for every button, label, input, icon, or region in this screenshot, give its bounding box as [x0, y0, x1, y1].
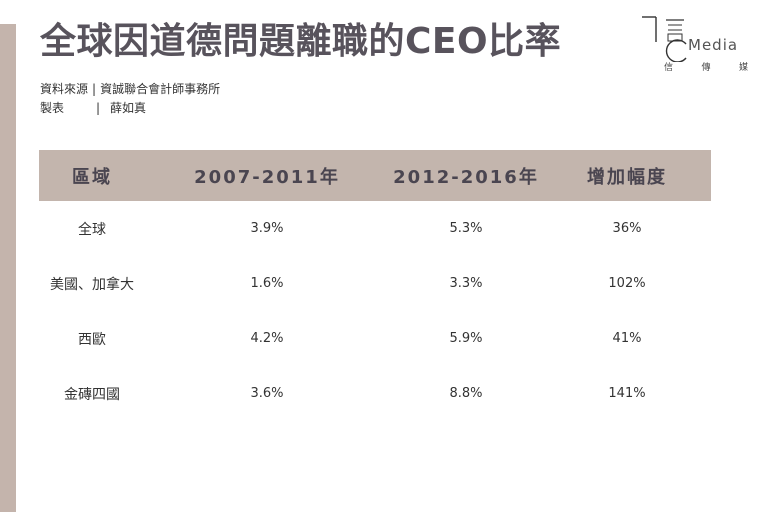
page-title: 全球因道德問題離職的CEO比率: [40, 21, 562, 62]
column-header-2007-2011: 2007-2011年: [194, 166, 340, 188]
logo-wordmark: Media: [688, 36, 739, 54]
period-2012-2016-cell: 5.3%: [449, 221, 483, 236]
period-2007-2011-cell: 3.6%: [250, 386, 284, 401]
logo-subtitle: 信 傳 媒: [664, 60, 748, 73]
period-2007-2011-cell: 4.2%: [250, 331, 284, 346]
period-2012-2016-cell: 5.9%: [449, 331, 483, 346]
table-row: 金磚四國 3.6% 8.8% 141%: [39, 366, 711, 421]
media-logo: Media 信 傳 媒: [640, 12, 752, 74]
logo-sub-char: 媒: [738, 63, 748, 73]
table-body: 全球 3.9% 5.3% 36% 美國、加拿大 1.6% 3.3% 102% 西歐 4.2% 5.9…: [39, 201, 711, 421]
source-row: 資料來源 | 資誠聯合會計師事務所: [40, 80, 220, 99]
left-accent-bar: [0, 24, 16, 512]
region-cell: 全球: [78, 221, 106, 238]
region-cell: 西歐: [78, 331, 106, 348]
period-2012-2016-cell: 3.3%: [449, 276, 483, 291]
logo-mark-icon: [642, 16, 687, 62]
logo-sub-char: 傳: [701, 63, 711, 73]
increase-cell: 102%: [608, 276, 646, 291]
maker-value: 薛如真: [110, 101, 147, 115]
increase-cell: 36%: [612, 221, 642, 236]
period-2012-2016-cell: 8.8%: [449, 386, 483, 401]
maker-row: 製表 | 薛如真: [40, 99, 220, 118]
logo-sub-char: 信: [664, 63, 674, 73]
source-note: 資料來源 | 資誠聯合會計師事務所 製表 | 薛如真: [40, 80, 220, 118]
table-header: 區域 2007-2011年 2012-2016年 增加幅度: [39, 150, 711, 201]
column-header-region: 區域: [72, 166, 112, 188]
source-value: 資誠聯合會計師事務所: [100, 82, 221, 96]
column-header-2012-2016: 2012-2016年: [393, 166, 539, 188]
column-header-increase: 增加幅度: [587, 166, 667, 188]
source-label: 資料來源: [40, 82, 89, 96]
period-2007-2011-cell: 1.6%: [250, 276, 284, 291]
source-separator: |: [92, 82, 97, 96]
increase-cell: 141%: [608, 386, 646, 401]
region-cell: 金磚四國: [64, 386, 120, 403]
table-row: 全球 3.9% 5.3% 36%: [39, 201, 711, 256]
table-row: 美國、加拿大 1.6% 3.3% 102%: [39, 256, 711, 311]
region-cell: 美國、加拿大: [50, 276, 134, 293]
increase-cell: 41%: [612, 331, 642, 346]
maker-separator: |: [96, 101, 101, 115]
table-row: 西歐 4.2% 5.9% 41%: [39, 311, 711, 366]
maker-label: 製表: [40, 101, 65, 115]
ceo-departure-table: 區域 2007-2011年 2012-2016年 增加幅度 全球 3.9% 5.3%…: [39, 150, 711, 421]
period-2007-2011-cell: 3.9%: [250, 221, 284, 236]
